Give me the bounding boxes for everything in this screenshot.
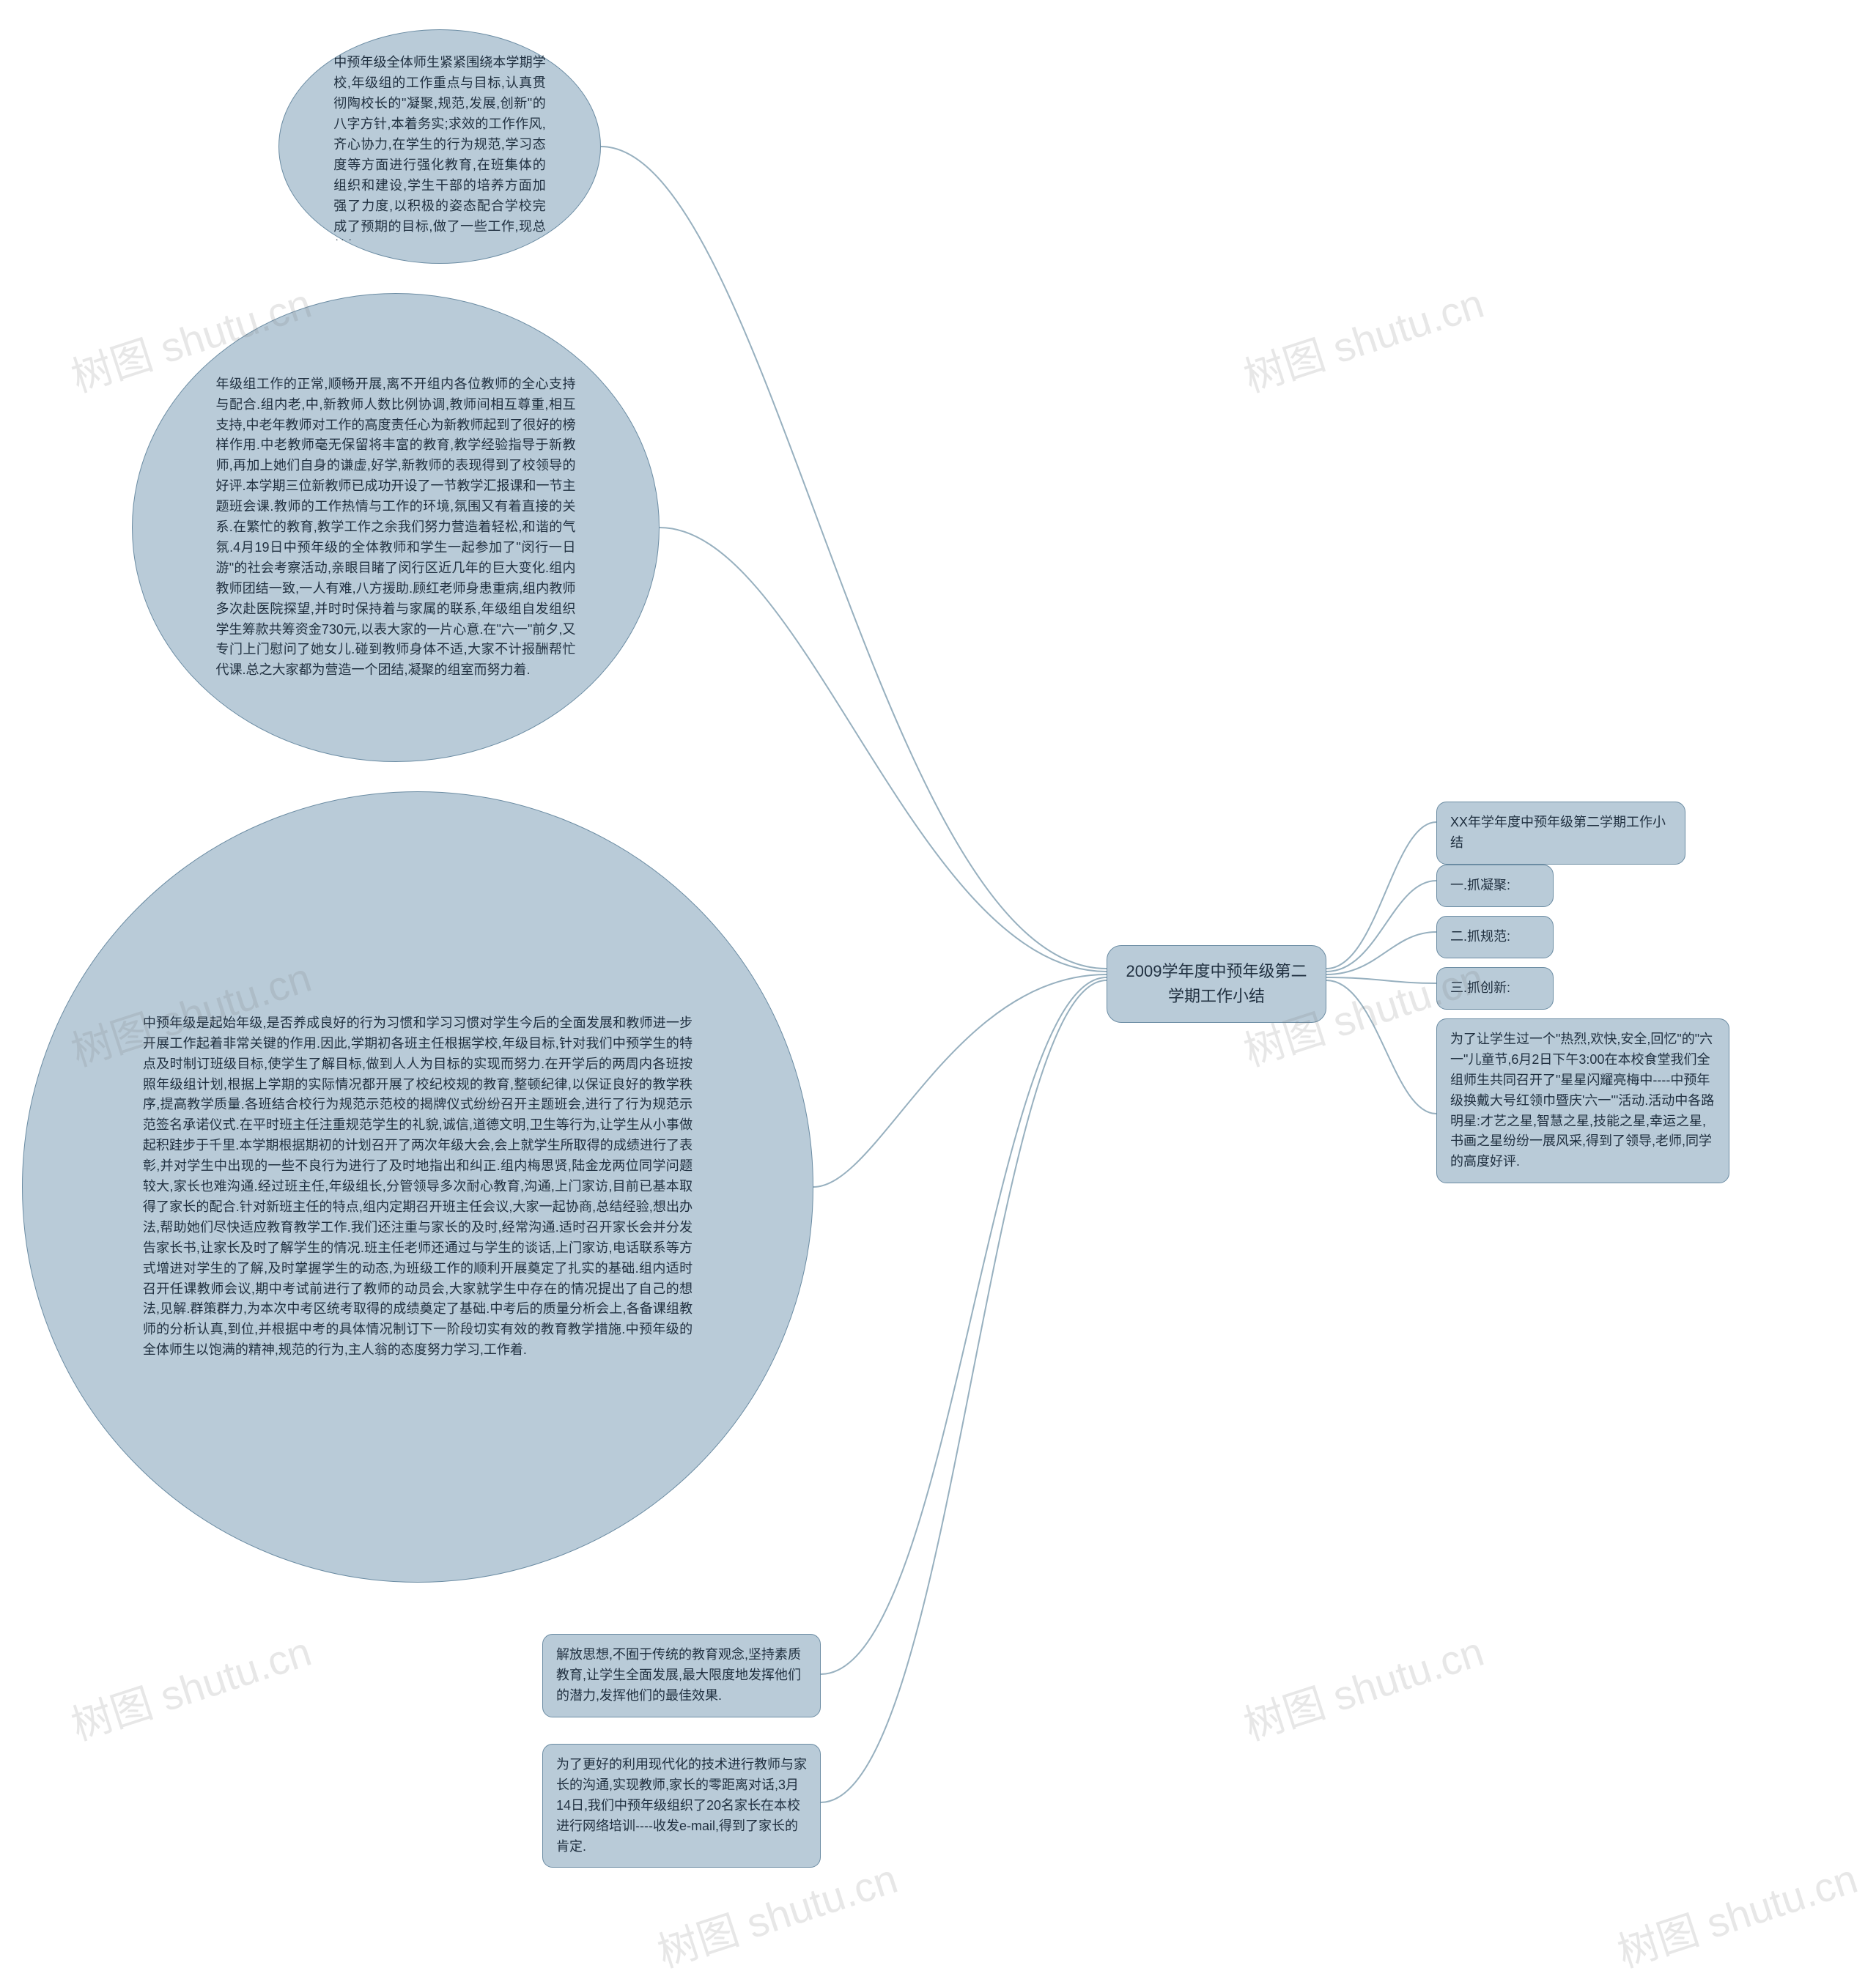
watermark: 树图 shutu.cn	[1609, 1846, 1864, 1979]
bubble-l5[interactable]: 为了更好的利用现代化的技术进行教师与家长的沟通,实现教师,家长的零距离对话,3月…	[542, 1744, 821, 1868]
bubble-l4[interactable]: 解放思想,不囿于传统的教育观念,坚持素质教育,让学生全面发展,最大限度地发挥他们…	[542, 1634, 821, 1717]
leaf-r1[interactable]: XX年学年度中预年级第二学期工作小结	[1436, 802, 1685, 865]
watermark: 树图 shutu.cn	[1236, 271, 1491, 404]
edge	[813, 974, 1107, 1187]
bubble-l2[interactable]: 年级组工作的正常,顺畅开展,离不开组内各位教师的全心支持与配合.组内老,中,新教…	[132, 293, 660, 762]
leaf-r3[interactable]: 二.抓规范:	[1436, 916, 1554, 958]
watermark: 树图 shutu.cn	[63, 1619, 318, 1753]
edge	[1326, 980, 1436, 1114]
edge	[1326, 932, 1436, 974]
edge	[1326, 881, 1436, 972]
leaf-r4[interactable]: 三.抓创新:	[1436, 967, 1554, 1010]
leaf-r5[interactable]: 为了让学生过一个"热烈,欢快,安全,回忆"的"六一"儿童节,6月2日下午3:00…	[1436, 1018, 1729, 1183]
edge	[660, 528, 1107, 972]
edge	[821, 980, 1107, 1802]
edge	[601, 147, 1107, 969]
bubble-l3-text: 中预年级是起始年级,是否养成良好的行为习惯和学习习惯对学生今后的全面发展和教师进…	[143, 1013, 693, 1361]
bubble-l2-text: 年级组工作的正常,顺畅开展,离不开组内各位教师的全心支持与配合.组内老,中,新教…	[215, 374, 575, 681]
bubble-l3[interactable]: 中预年级是起始年级,是否养成良好的行为习惯和学习习惯对学生今后的全面发展和教师进…	[22, 791, 813, 1583]
edge	[1326, 977, 1436, 983]
leaf-r2[interactable]: 一.抓凝聚:	[1436, 865, 1554, 907]
center-node[interactable]: 2009学年度中预年级第二学期工作小结	[1107, 945, 1326, 1023]
edge	[821, 977, 1107, 1674]
bubble-l1[interactable]: 中预年级全体师生紧紧围绕本学期学校,年级组的工作重点与目标,认真贯彻陶校长的"凝…	[278, 29, 601, 264]
bubble-l1-text: 中预年级全体师生紧紧围绕本学期学校,年级组的工作重点与目标,认真贯彻陶校长的"凝…	[333, 53, 545, 240]
watermark: 树图 shutu.cn	[1236, 1619, 1491, 1753]
edge	[1326, 822, 1436, 969]
